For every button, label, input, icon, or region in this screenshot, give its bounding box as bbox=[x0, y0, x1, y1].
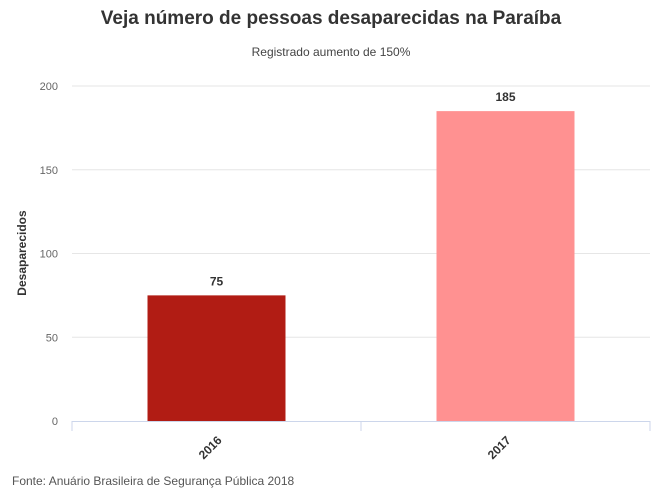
y-tick-label: 0 bbox=[52, 416, 58, 428]
y-tick-label: 150 bbox=[40, 165, 58, 177]
y-tick-label: 100 bbox=[40, 249, 58, 261]
x-axis: 2016 2017 bbox=[71, 421, 651, 462]
x-tick-label: 2016 bbox=[196, 433, 225, 462]
source-note: Fonte: Anuário Brasileira de Segurança P… bbox=[12, 474, 295, 488]
y-axis-ticks: 0 50 100 150 200 bbox=[40, 81, 58, 428]
bars bbox=[147, 111, 575, 421]
data-label: 185 bbox=[495, 90, 515, 104]
data-label: 75 bbox=[210, 274, 224, 288]
y-tick-label: 50 bbox=[46, 332, 58, 344]
chart-subtitle: Registrado aumento de 150% bbox=[251, 45, 411, 59]
x-tick-label: 2017 bbox=[485, 433, 514, 462]
chart-title: Veja número de pessoas desaparecidas na … bbox=[100, 8, 562, 29]
data-labels: 75 185 bbox=[210, 90, 516, 288]
y-axis-label: Desaparecidos bbox=[15, 210, 29, 296]
y-tick-label: 200 bbox=[40, 81, 58, 93]
bar-2016 bbox=[147, 295, 286, 421]
bar-2017 bbox=[436, 111, 575, 421]
